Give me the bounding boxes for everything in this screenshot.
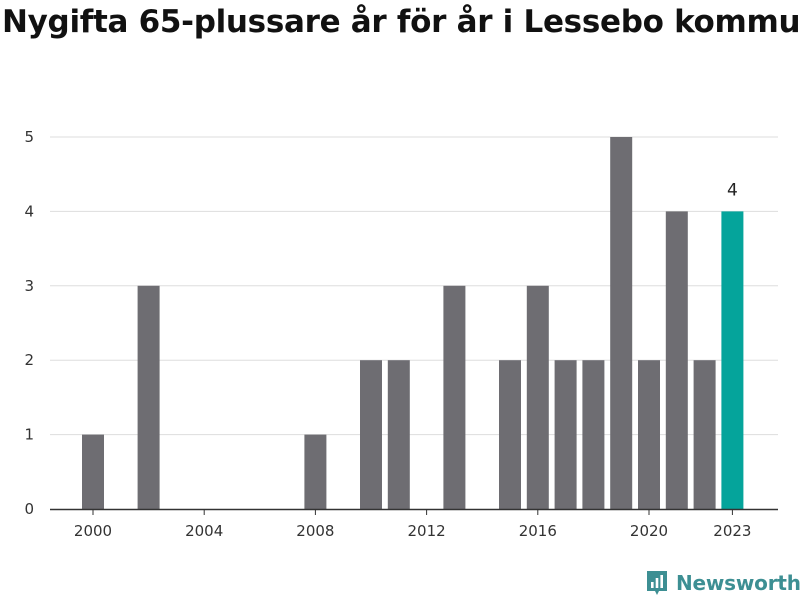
x-tick-label: 2016	[519, 522, 557, 540]
x-tick-label: 2008	[296, 522, 334, 540]
x-tick-label: 2020	[630, 522, 668, 540]
y-axis-ticks: 0 1 2 3 4 5	[24, 128, 34, 518]
x-tick-label: 2004	[185, 522, 223, 540]
data-label-2023: 4	[727, 180, 738, 200]
y-tick-label: 0	[24, 500, 34, 518]
newsworthy-brand: Newsworthy	[645, 569, 800, 597]
y-tick-label: 4	[24, 202, 34, 220]
bar-2000	[82, 434, 104, 509]
bar-2017	[554, 360, 577, 509]
bars	[82, 137, 744, 509]
bar-2010	[360, 360, 382, 509]
bar-2008	[304, 434, 327, 509]
bar-2015	[499, 360, 521, 509]
bar-2016	[526, 285, 549, 509]
bar-2019	[610, 137, 633, 509]
y-tick-label: 5	[24, 128, 34, 146]
x-tick-label: 2012	[408, 522, 446, 540]
x-tick-label: 2023	[713, 522, 751, 540]
bar-2013	[443, 285, 466, 509]
brand-name: Newsworthy	[676, 571, 800, 595]
x-tick-label: 2000	[74, 522, 112, 540]
bar-2020	[638, 360, 660, 509]
chart-title: Nygifta 65-plussare år för år i Lessebo …	[2, 4, 800, 40]
bar-2022	[693, 360, 716, 509]
y-tick-label: 2	[24, 351, 34, 369]
x-axis-ticks: 2000 2004 2008 2012 2016 2020 2023	[74, 509, 751, 540]
bar-2023	[721, 211, 744, 509]
newsworthy-logo-icon	[647, 571, 667, 595]
bar-2018	[582, 360, 605, 509]
y-tick-label: 1	[24, 426, 34, 444]
bar-2011	[387, 360, 410, 509]
data-labels: 4	[727, 180, 738, 200]
bar-2021	[665, 211, 688, 509]
bar-2002	[137, 285, 160, 509]
y-tick-label: 3	[24, 277, 34, 295]
